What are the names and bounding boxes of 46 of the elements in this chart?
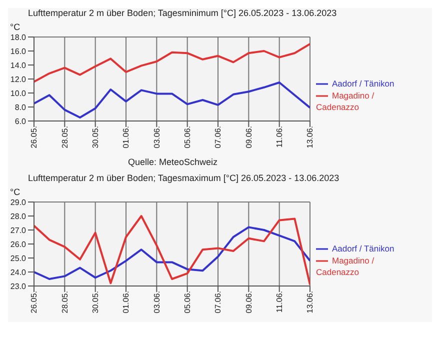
- y-tick-label: 8.0: [14, 102, 27, 112]
- y-tick-label: 24.0: [10, 268, 27, 277]
- line-series: [34, 43, 310, 83]
- legend-label: Magadino / Cadenazzo: [316, 90, 374, 112]
- x-tick-label: 30.05.: [91, 291, 100, 314]
- x-tick-label: 26.05.: [30, 126, 39, 148]
- y-tick-label: 28.0: [10, 212, 27, 221]
- x-tick-label: 09.06.: [244, 126, 254, 148]
- x-tick-label: 11.06.: [275, 291, 284, 313]
- x-tick-label: 07.06.: [214, 291, 223, 314]
- x-tick-label: 26.05.: [30, 291, 39, 314]
- legend-label: Aadorf / Tänikon: [332, 78, 394, 88]
- x-tick-label: 05.06.: [183, 291, 192, 314]
- x-tick-label: 01.06.: [122, 291, 131, 314]
- y-tick-label: 12.0: [10, 74, 27, 84]
- x-tick-label: 03.06.: [152, 291, 162, 314]
- y-tick-label: 26.0: [10, 240, 27, 249]
- x-tick-label: 01.06.: [122, 126, 131, 148]
- x-tick-label: 07.06.: [214, 126, 223, 148]
- y-axis-title: °C: [9, 22, 22, 32]
- line-series: [34, 82, 310, 118]
- chart-title: Lufttemperatur 2 m über Boden; Tagesminimum [°C] 26.05.2023 - 13.06.2023: [27, 8, 338, 20]
- y-axis-title: °C: [9, 187, 22, 197]
- y-tick-label: 6.0: [14, 116, 27, 126]
- x-tick-label: 13.06.: [306, 291, 315, 314]
- x-tick-label: 30.05.: [91, 126, 100, 148]
- x-tick-label: 28.05.: [60, 126, 70, 148]
- x-tick-label: 13.06.: [306, 126, 315, 148]
- legend-label: Magadino / Cadenazzo: [316, 254, 374, 276]
- source-note: Quelle: MeteoSchweiz: [127, 157, 219, 167]
- x-tick-label: 09.06.: [244, 291, 254, 314]
- y-tick-label: 14.0: [10, 60, 27, 70]
- y-tick-label: 25.0: [10, 254, 27, 263]
- x-tick-label: 28.05.: [60, 291, 70, 314]
- y-tick-label: 16.0: [10, 46, 27, 56]
- x-tick-label: 05.06.: [183, 126, 192, 148]
- y-tick-label: 29.0: [10, 198, 27, 207]
- chart-title: Lufttemperatur 2 m über Boden; Tagesmaximum [°C] 26.05.2023 - 13.06.2023: [27, 173, 340, 185]
- x-tick-label: 11.06.: [275, 126, 284, 148]
- y-tick-label: 27.0: [10, 226, 27, 235]
- legend-label: Aadorf / Tänikon: [332, 242, 394, 253]
- y-tick-label: 10.0: [10, 88, 27, 98]
- y-tick-label: 18.0: [10, 32, 27, 42]
- x-tick-label: 03.06.: [152, 126, 162, 148]
- line-series: [34, 226, 310, 280]
- y-tick-label: 23.0: [10, 282, 27, 291]
